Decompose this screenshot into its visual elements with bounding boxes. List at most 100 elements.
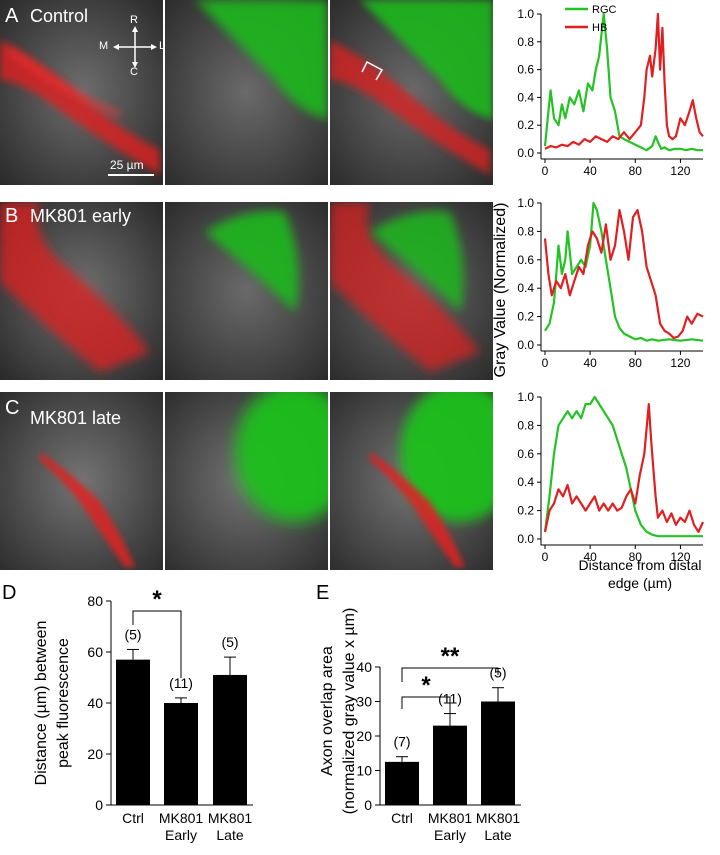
micro-c-merge	[330, 392, 493, 570]
micro-a-merge	[330, 0, 493, 185]
panel-d-letter: D	[2, 582, 17, 604]
panel-c-letter: C	[5, 397, 20, 419]
line-plots-xlabel-1: Distance from distal	[579, 557, 702, 573]
plot-c-x-tick-label: 0	[542, 550, 549, 564]
bar-d-bar	[164, 703, 198, 805]
bar-e-y-tick-label: 0	[364, 797, 372, 813]
plot-a-x-tick-label: 80	[629, 164, 643, 178]
legend-rgc-label: RGC	[592, 4, 617, 16]
plot-b-series-rgc	[544, 201, 704, 342]
plot-b-x-tick-label: 120	[670, 356, 690, 370]
bar-e-ylabel-1: Axon overlap area	[319, 646, 336, 776]
micro-b-green	[165, 202, 328, 380]
plot-b-y-tick-label: 0.2	[517, 310, 534, 324]
bar-d-category-label: MK801	[208, 810, 253, 826]
bar-d-n-label: (11)	[169, 675, 193, 691]
bar-e-sig-bracket	[401, 667, 499, 682]
plot-b-y-tick-label: 0.8	[517, 224, 534, 238]
bar-e-sig-label: *	[421, 672, 431, 699]
bar-d-category-label: Early	[165, 827, 197, 843]
bar-d-n-label: (5)	[124, 626, 141, 642]
bar-e-ylabel-2: (normalized gray value x µm)	[341, 608, 358, 815]
plot-b-y-tick-label: 0.0	[517, 338, 534, 352]
plot-a-x-tick-label: 0	[542, 164, 549, 178]
bar-e-category-label: MK801	[428, 810, 473, 826]
plot-c-x-tick-label: 80	[629, 550, 643, 564]
plot-c-series-hb	[543, 403, 705, 534]
panel-b-letter: B	[5, 205, 19, 227]
plot-b-x-tick-label: 80	[629, 356, 643, 370]
plot-c-y-tick-label: 0.0	[517, 532, 534, 546]
compass-top: R	[130, 14, 138, 26]
plot-c-x-tick-label: 40	[583, 550, 597, 564]
plot-c-y-tick-label: 0.6	[517, 447, 534, 461]
compass: R C M L	[95, 14, 175, 78]
plot-b-y-tick-label: 1.0	[517, 196, 534, 210]
bar-d-ylabel-2: peak fluorescence	[55, 638, 72, 768]
bar-e-sig-label: **	[441, 643, 460, 670]
plot-b-x-tick-label: 40	[583, 356, 597, 370]
panel-e-letter: E	[316, 582, 330, 604]
bar-d-y-tick-label: 40	[87, 695, 103, 711]
bar-e-n-label: (7)	[393, 734, 410, 750]
panel-c-title: MK801 late	[30, 408, 122, 428]
micro-c-green	[165, 392, 328, 570]
panel-a-title: Control	[30, 6, 89, 26]
plot-a-y-tick-label: 0.2	[517, 118, 534, 132]
bar-d-y-tick-label: 0	[95, 797, 103, 813]
scale-bar-label: 25 µm	[110, 158, 144, 172]
compass-left: M	[99, 40, 109, 52]
legend-hb-label: HB	[592, 22, 607, 34]
line-plots-xlabel-2: edge (µm)	[608, 575, 672, 591]
bar-e-bar	[433, 725, 467, 805]
panel-a-letter: A	[5, 5, 19, 27]
plot-a-y-tick-label: 1.0	[517, 7, 534, 21]
plot-c-series-rgc	[543, 395, 703, 538]
plot-b-y-tick-label: 0.6	[517, 253, 534, 267]
bar-e-y-tick-label: 20	[356, 728, 372, 744]
bar-d-y-tick-label: 80	[87, 593, 103, 609]
line-plots-ylabel: Gray Value (Normalized)	[492, 203, 509, 378]
plot-a-x-tick-label: 120	[670, 164, 690, 178]
plot-b-x-tick-label: 0	[542, 356, 549, 370]
bar-e-y-tick-label: 40	[356, 659, 372, 675]
plot-b-y-tick-label: 0.4	[517, 281, 534, 295]
bar-d-n-label: (5)	[221, 634, 238, 650]
plot-c-y-tick-label: 0.4	[517, 475, 534, 489]
plot-a-series-rgc	[543, 12, 703, 152]
bar-d-ylabel-1: Distance (µm) between	[33, 621, 50, 786]
plot-b-series-hb	[543, 209, 704, 339]
bar-d-category-label: MK801	[159, 810, 204, 826]
plot-a-y-tick-label: 0.4	[517, 90, 534, 104]
plot-c-y-tick-label: 0.2	[517, 504, 534, 518]
bar-e-bar	[481, 701, 515, 805]
panel-b-title: MK801 early	[30, 206, 132, 226]
bar-d-bar	[213, 674, 247, 805]
bar-d-bar	[116, 659, 150, 805]
micro-b-red	[0, 202, 163, 380]
bar-e-category-label: Late	[484, 827, 511, 843]
bar-e-category-label: MK801	[476, 810, 521, 826]
micro-c-red	[0, 392, 163, 570]
bar-e-bar	[385, 761, 419, 805]
bar-d-y-tick-label: 60	[87, 644, 103, 660]
plot-a-series-hb	[544, 12, 704, 150]
scale-bar	[108, 174, 154, 176]
bar-d-sig-bracket	[132, 610, 182, 678]
plot-a-y-tick-label: 0.8	[517, 35, 534, 49]
plot-c-y-tick-label: 0.8	[517, 418, 534, 432]
micro-a-green	[165, 0, 328, 185]
bar-e-y-tick-label: 30	[356, 694, 372, 710]
bar-d-category-label: Late	[216, 827, 243, 843]
bar-d-y-tick-label: 20	[87, 746, 103, 762]
plot-a-x-tick-label: 40	[583, 164, 597, 178]
plot-c-y-tick-label: 1.0	[517, 390, 534, 404]
bar-d-category-label: Ctrl	[122, 810, 144, 826]
plot-a-y-tick-label: 0.0	[517, 146, 534, 160]
micro-b-merge	[330, 202, 493, 380]
bar-e-y-tick-label: 10	[356, 763, 372, 779]
compass-right: L	[159, 40, 166, 52]
plot-a-y-tick-label: 0.6	[517, 63, 534, 77]
bar-e-category-label: Ctrl	[391, 810, 413, 826]
